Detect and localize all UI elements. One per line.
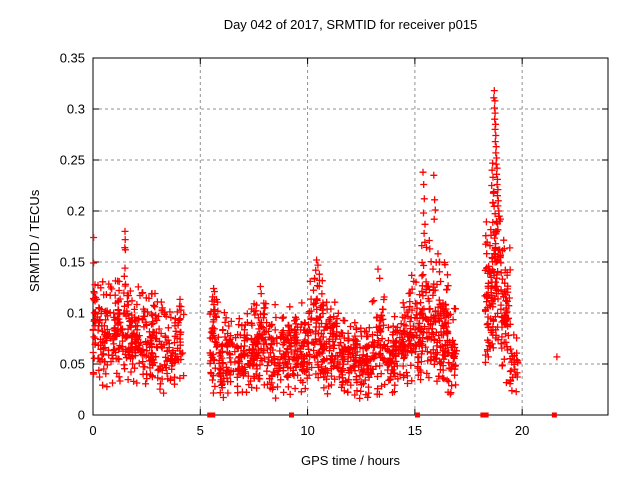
y-tick-label: 0 (78, 408, 85, 423)
x-axis-title: GPS time / hours (301, 453, 400, 468)
x-tick-label: 5 (197, 423, 204, 438)
y-tick-label: 0.1 (67, 306, 85, 321)
y-tick-label: 0.25 (60, 153, 85, 168)
zero-square-marker (414, 412, 420, 418)
y-tick-label: 0.05 (60, 357, 85, 372)
y-axis-title: SRMTID / TECUs (27, 189, 42, 292)
x-tick-label: 0 (89, 423, 96, 438)
chart-title: Day 042 of 2017, SRMTID for receiver p01… (223, 17, 478, 32)
zero-square-marker (551, 412, 557, 418)
x-tick-label: 10 (300, 423, 314, 438)
x-tick-label: 15 (408, 423, 422, 438)
zero-square-marker (483, 412, 489, 418)
y-tick-label: 0.3 (67, 102, 85, 117)
y-tick-label: 0.35 (60, 51, 85, 66)
x-tick-label: 20 (515, 423, 529, 438)
y-tick-label: 0.2 (67, 204, 85, 219)
zero-square-marker (210, 412, 216, 418)
y-tick-label: 0.15 (60, 255, 85, 270)
scatter-points (89, 87, 561, 402)
zero-square-marker (480, 412, 486, 418)
zero-square-marker (288, 412, 294, 418)
zero-square-marker (207, 412, 213, 418)
